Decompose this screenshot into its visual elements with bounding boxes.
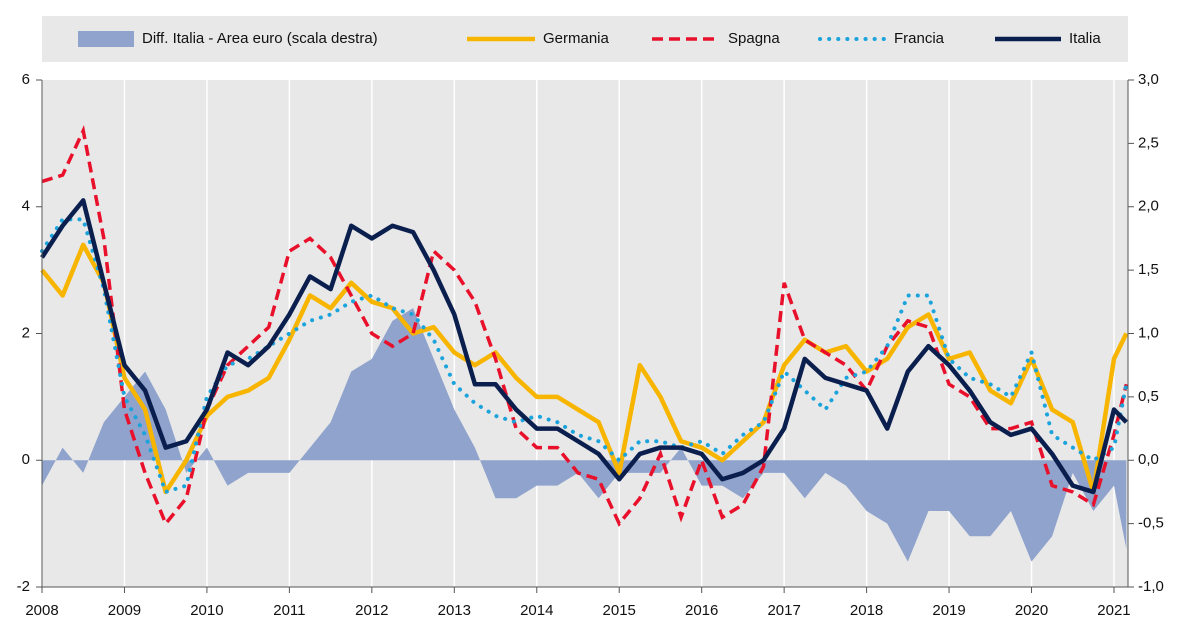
x-tick-label: 2016 (685, 602, 718, 619)
y-tick-label: 2 (22, 324, 30, 341)
x-tick-label: 2010 (190, 602, 223, 619)
x-tick-label: 2008 (25, 602, 58, 619)
y-tick-label: 6 (22, 71, 30, 88)
y2-tick-label: 3,0 (1138, 71, 1159, 88)
x-tick-label: 2020 (1015, 602, 1048, 619)
y2-tick-label: 0,0 (1138, 451, 1159, 468)
legend-label: Spagna (728, 30, 780, 47)
x-tick-label: 2017 (767, 602, 800, 619)
x-tick-label: 2018 (850, 602, 883, 619)
y2-tick-label: 2,0 (1138, 198, 1159, 215)
legend-label: Diff. Italia - Area euro (scala destra) (142, 30, 378, 47)
line (40, 242, 1129, 495)
y-tick-label: -2 (17, 578, 30, 595)
y2-tick-label: 1,0 (1138, 324, 1159, 341)
legend-swatch (78, 31, 134, 47)
x-tick-label: 2019 (932, 602, 965, 619)
x-tick-label: 2009 (108, 602, 141, 619)
x-tick-label: 2011 (273, 602, 305, 619)
x-tick-label: 2014 (520, 602, 553, 619)
line (40, 217, 1129, 495)
legend-label: Francia (894, 30, 945, 47)
y2-tick-label: -0,5 (1138, 515, 1164, 532)
x-tick-label: 2015 (603, 602, 636, 619)
y2-tick-label: 2,5 (1138, 134, 1159, 151)
x-tick-label: 2021 (1097, 602, 1130, 619)
line (40, 198, 1128, 495)
y2-tick-label: 1,5 (1138, 261, 1159, 278)
y2-tick-label: 0,5 (1138, 388, 1159, 405)
y-tick-label: 0 (22, 451, 30, 468)
legend-label: Italia (1069, 30, 1101, 47)
line (41, 125, 1129, 528)
legend-background (42, 16, 1128, 62)
legend-label: Germania (543, 30, 610, 47)
y2-tick-label: -1,0 (1138, 578, 1164, 595)
x-tick-label: 2013 (438, 602, 471, 619)
y-tick-label: 4 (22, 198, 30, 215)
x-tick-label: 2012 (355, 602, 388, 619)
